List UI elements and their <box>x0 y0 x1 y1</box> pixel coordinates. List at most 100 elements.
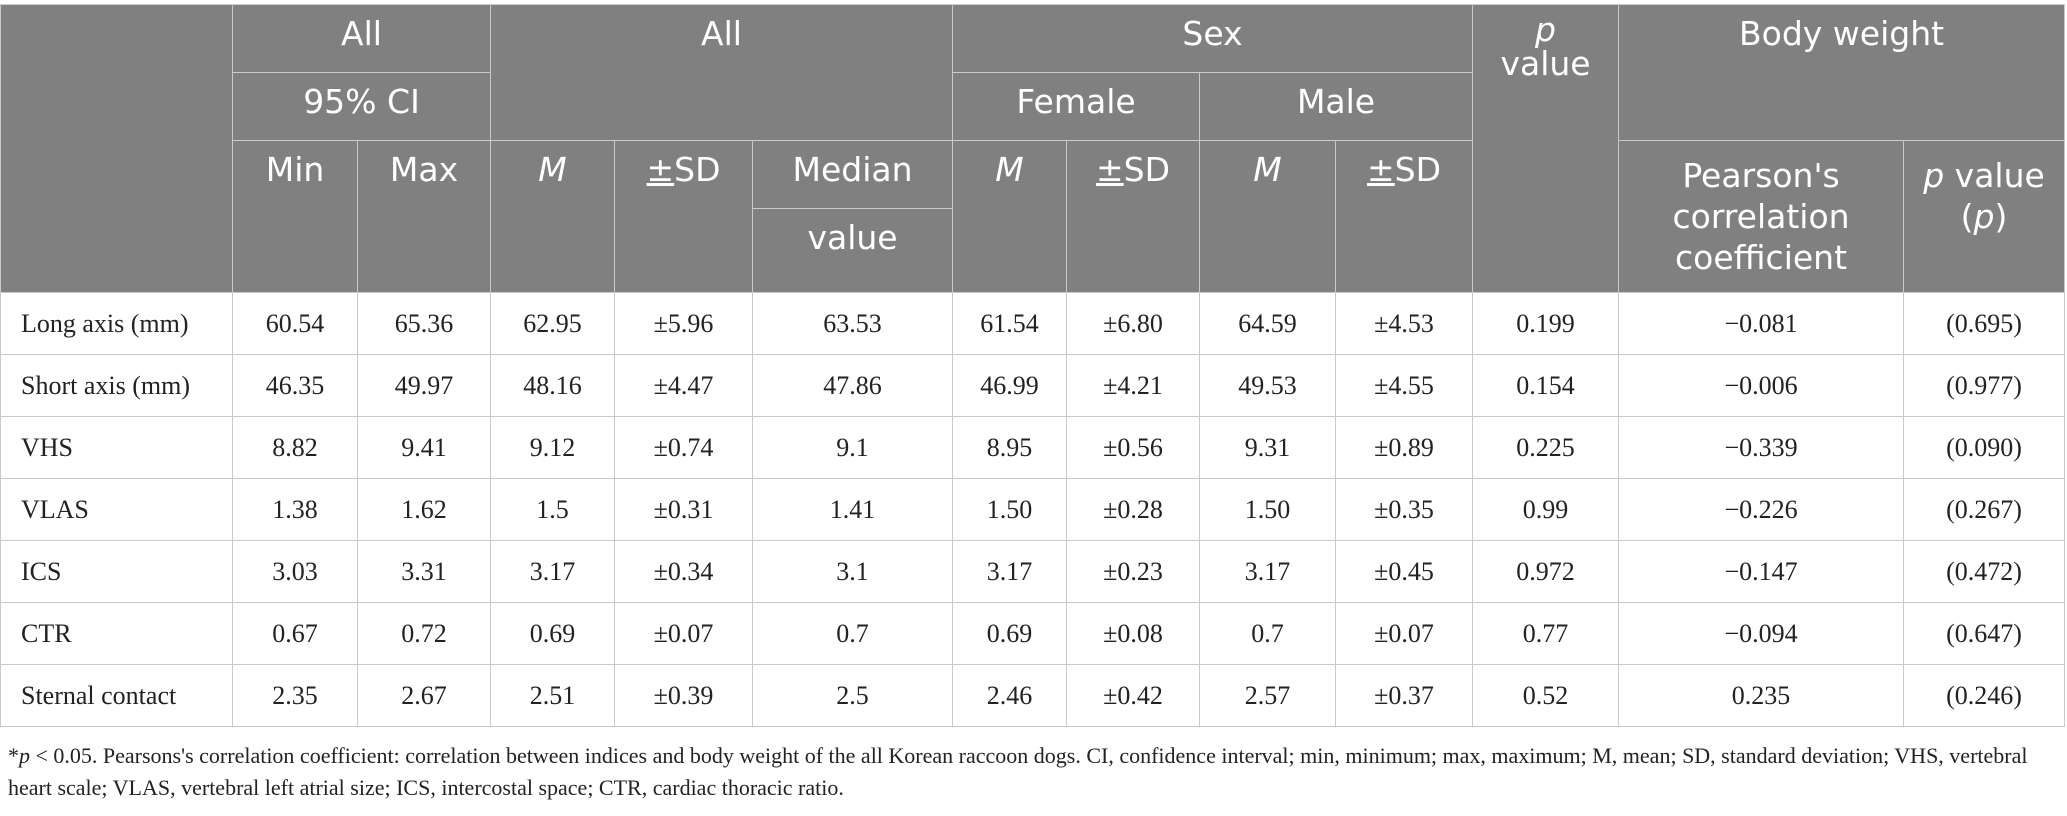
table-cell: 8.82 <box>232 416 358 479</box>
table-cell: −0.226 <box>1618 478 1905 541</box>
table-cell: 0.52 <box>1472 664 1620 727</box>
header-all-m: M <box>490 140 616 293</box>
plus-minus-symbol: ± <box>1367 150 1395 189</box>
table-cell: ±0.08 <box>1066 602 1201 665</box>
table-cell: 0.154 <box>1472 354 1620 417</box>
table-cell: 2.35 <box>232 664 358 727</box>
row-label: VHS <box>0 416 233 479</box>
footnote-text: < 0.05. Pearsons's correlation coefficie… <box>8 743 2028 800</box>
row-label: VLAS <box>0 478 233 541</box>
table-cell: 1.38 <box>232 478 358 541</box>
table-cell: 60.54 <box>232 292 358 355</box>
table-cell: (0.695) <box>1903 292 2066 355</box>
table-cell: 0.7 <box>1199 602 1337 665</box>
table-cell: 46.99 <box>952 354 1068 417</box>
table-cell: 9.12 <box>490 416 616 479</box>
data-table: All All Sex p value Body weight 95% CI F… <box>0 4 2066 727</box>
header-all-ci: All <box>231 4 492 73</box>
header-min: Min <box>232 140 358 293</box>
table-cell: (0.246) <box>1903 664 2066 727</box>
p-symbol: p <box>1923 156 1945 195</box>
table-row: VHS 8.82 9.41 9.12 ±0.74 9.1 8.95 ±0.56 9.31 ±0.8… <box>0 416 2066 479</box>
table-cell: 48.16 <box>490 354 616 417</box>
header-all-sd: ±SD <box>614 140 754 293</box>
table-cell: (0.977) <box>1903 354 2066 417</box>
table-cell: −0.339 <box>1618 416 1905 479</box>
table-cell: 0.199 <box>1472 292 1620 355</box>
header-95-ci: 95% CI <box>231 72 492 141</box>
table-cell: 2.46 <box>952 664 1068 727</box>
table-cell: (0.472) <box>1903 540 2066 603</box>
row-label: Sternal contact <box>0 664 233 727</box>
table-row: VLAS 1.38 1.62 1.5 ±0.31 1.41 1.50 ±0.28 1.50 ±0.… <box>0 478 2066 541</box>
table-cell: 0.69 <box>952 602 1068 665</box>
header-male-m: M <box>1199 140 1337 293</box>
table-cell: 1.62 <box>356 478 492 541</box>
table-cell: 65.36 <box>356 292 492 355</box>
table-cell: 0.972 <box>1472 540 1620 603</box>
table-cell: ±0.45 <box>1335 540 1474 603</box>
plus-minus-symbol: ± <box>646 150 675 189</box>
table-cell: ±0.31 <box>614 478 754 541</box>
table-cell: 3.17 <box>1199 540 1337 603</box>
table-cell: 2.57 <box>1199 664 1337 727</box>
footnote: *p < 0.05. Pearsons's correlation coeffi… <box>8 740 2058 804</box>
table-cell: (0.647) <box>1903 602 2066 665</box>
header-female: Female <box>952 72 1201 141</box>
table-cell: ±0.56 <box>1066 416 1201 479</box>
p-value-word: value <box>1944 156 2045 195</box>
footnote-p: p <box>19 743 30 768</box>
table-cell: ±0.39 <box>614 664 754 727</box>
table-cell: 0.69 <box>490 602 616 665</box>
open-paren: ( <box>1960 197 1974 236</box>
table-cell: 3.1 <box>752 540 954 603</box>
header-body-weight: Body weight <box>1618 4 2066 141</box>
table-row: Sternal contact 2.35 2.67 2.51 ±0.39 2.5 2.46 ±… <box>0 664 2066 727</box>
table-cell: 1.50 <box>1199 478 1337 541</box>
table-cell: 9.41 <box>356 416 492 479</box>
p-value-word: value <box>1500 44 1591 83</box>
table-cell: 2.67 <box>356 664 492 727</box>
table-cell: ±4.21 <box>1066 354 1201 417</box>
sd-label: SD <box>1394 150 1442 189</box>
header-all: All <box>490 4 954 141</box>
table-cell: 9.1 <box>752 416 954 479</box>
header-max: Max <box>356 140 492 293</box>
p-symbol: p <box>1535 10 1556 49</box>
table-cell: 49.97 <box>356 354 492 417</box>
table-cell: ±0.23 <box>1066 540 1201 603</box>
table-cell: 0.235 <box>1618 664 1905 727</box>
table-row: ICS 3.03 3.31 3.17 ±0.34 3.1 3.17 ±0.23 3.17 ±0.4… <box>0 540 2066 603</box>
table-cell: 61.54 <box>952 292 1068 355</box>
table-cell: ±0.28 <box>1066 478 1201 541</box>
table-cell: 8.95 <box>952 416 1068 479</box>
row-label: Long axis (mm) <box>0 292 233 355</box>
table-container: All All Sex p value Body weight 95% CI F… <box>0 4 2067 727</box>
table-cell: 3.31 <box>356 540 492 603</box>
table-header: All All Sex p value Body weight 95% CI F… <box>0 4 2066 293</box>
table-cell: ±4.55 <box>1335 354 1474 417</box>
table-cell: 3.17 <box>490 540 616 603</box>
header-pv: p value (p) <box>1903 140 2066 293</box>
header-female-sd: ±SD <box>1066 140 1201 293</box>
table-cell: 0.7 <box>752 602 954 665</box>
table-cell: 0.77 <box>1472 602 1620 665</box>
header-p-value: p value <box>1472 4 1620 293</box>
plus-minus-symbol: ± <box>1096 150 1124 189</box>
header-male: Male <box>1199 72 1474 141</box>
table-cell: 2.5 <box>752 664 954 727</box>
row-label: CTR <box>0 602 233 665</box>
header-female-m: M <box>952 140 1068 293</box>
table-cell: ±6.80 <box>1066 292 1201 355</box>
table-cell: ±5.96 <box>614 292 754 355</box>
sd-label: SD <box>1123 150 1171 189</box>
table-cell: −0.094 <box>1618 602 1905 665</box>
table-cell: 1.50 <box>952 478 1068 541</box>
row-label: ICS <box>0 540 233 603</box>
table-cell: −0.147 <box>1618 540 1905 603</box>
table-cell: ±4.53 <box>1335 292 1474 355</box>
p-symbol: p <box>1973 197 1995 236</box>
table-cell: 62.95 <box>490 292 616 355</box>
table-cell: −0.081 <box>1618 292 1905 355</box>
table-cell: ±0.07 <box>614 602 754 665</box>
